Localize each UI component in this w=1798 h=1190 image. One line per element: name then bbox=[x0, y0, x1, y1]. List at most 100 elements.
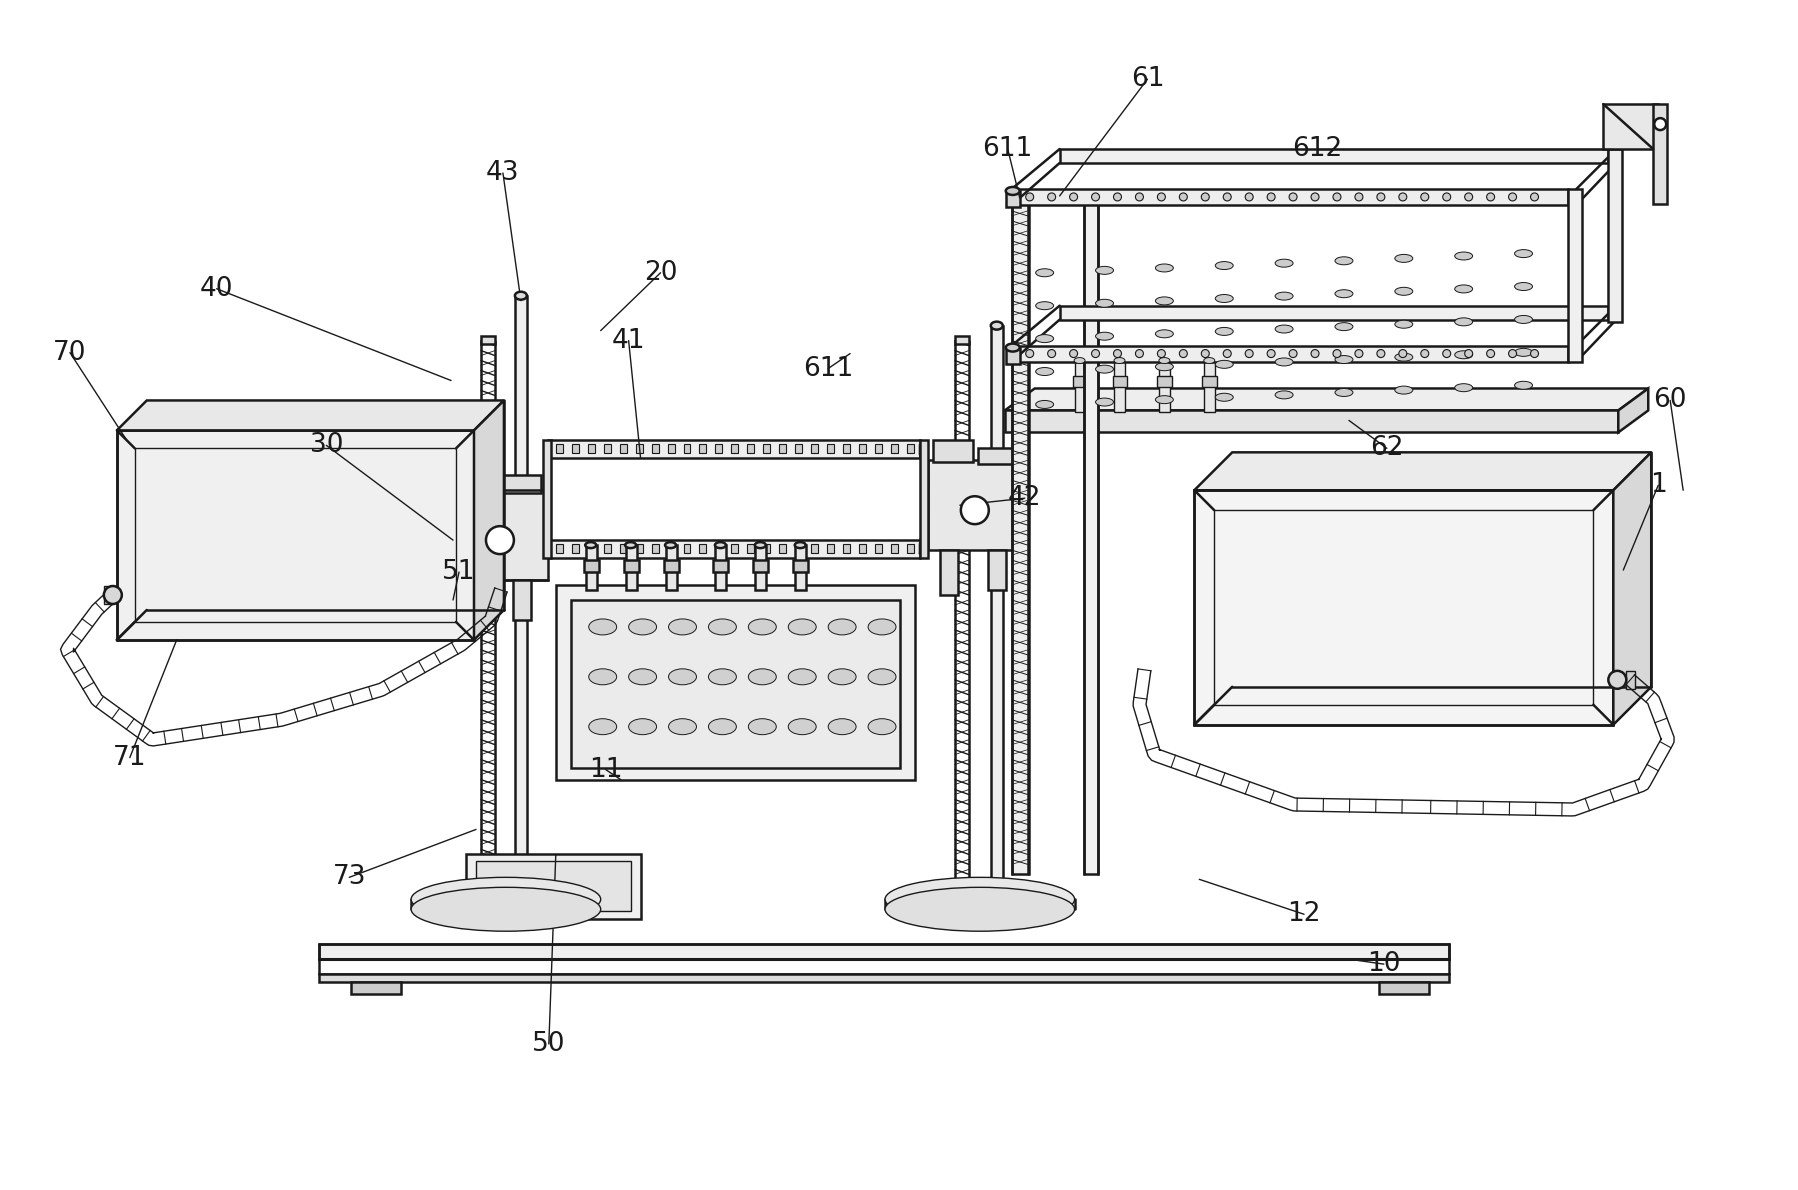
Circle shape bbox=[1399, 350, 1406, 357]
Ellipse shape bbox=[708, 669, 735, 684]
Ellipse shape bbox=[714, 543, 726, 549]
Circle shape bbox=[1266, 193, 1275, 201]
Circle shape bbox=[1375, 350, 1384, 357]
Ellipse shape bbox=[412, 877, 601, 921]
Bar bbox=[762, 444, 770, 453]
Ellipse shape bbox=[788, 619, 816, 635]
Text: 71: 71 bbox=[113, 745, 146, 771]
Ellipse shape bbox=[669, 719, 696, 734]
Bar bbox=[746, 544, 753, 553]
Bar bbox=[793, 560, 807, 572]
Text: 611: 611 bbox=[802, 356, 852, 382]
Ellipse shape bbox=[748, 719, 777, 734]
Text: 61: 61 bbox=[1129, 67, 1163, 92]
Circle shape bbox=[1311, 350, 1318, 357]
Ellipse shape bbox=[1393, 287, 1411, 295]
Bar bbox=[556, 585, 915, 779]
Ellipse shape bbox=[1154, 264, 1172, 273]
Bar bbox=[699, 544, 707, 553]
Ellipse shape bbox=[1154, 363, 1172, 371]
Ellipse shape bbox=[1393, 255, 1411, 262]
Ellipse shape bbox=[827, 669, 856, 684]
Bar bbox=[795, 545, 806, 590]
Circle shape bbox=[1156, 193, 1165, 201]
Bar bbox=[683, 444, 690, 453]
Bar bbox=[604, 544, 610, 553]
Bar bbox=[827, 544, 834, 553]
Polygon shape bbox=[1613, 452, 1651, 725]
Bar bbox=[1005, 347, 1019, 363]
Ellipse shape bbox=[1334, 289, 1352, 298]
Ellipse shape bbox=[1275, 259, 1293, 268]
Circle shape bbox=[1113, 350, 1120, 357]
Ellipse shape bbox=[868, 669, 895, 684]
Bar bbox=[1602, 105, 1658, 149]
Bar bbox=[586, 545, 597, 590]
Ellipse shape bbox=[1514, 381, 1532, 389]
Text: 42: 42 bbox=[1007, 486, 1041, 512]
Bar bbox=[604, 444, 610, 453]
Bar bbox=[667, 544, 674, 553]
Text: 41: 41 bbox=[611, 327, 645, 353]
Ellipse shape bbox=[1215, 294, 1233, 302]
Polygon shape bbox=[473, 401, 503, 640]
Bar bbox=[667, 444, 674, 453]
Ellipse shape bbox=[588, 669, 617, 684]
Polygon shape bbox=[320, 944, 1447, 959]
Bar bbox=[651, 544, 658, 553]
Circle shape bbox=[1530, 193, 1537, 201]
Ellipse shape bbox=[628, 669, 656, 684]
Text: 40: 40 bbox=[200, 276, 234, 302]
Bar bbox=[939, 550, 957, 595]
Circle shape bbox=[1354, 350, 1363, 357]
Ellipse shape bbox=[1158, 357, 1169, 363]
Ellipse shape bbox=[669, 619, 696, 635]
Bar bbox=[476, 862, 631, 912]
Circle shape bbox=[1201, 193, 1208, 201]
Circle shape bbox=[1244, 193, 1253, 201]
Circle shape bbox=[1223, 350, 1230, 357]
Bar bbox=[795, 544, 802, 553]
Circle shape bbox=[1135, 193, 1144, 201]
Text: 60: 60 bbox=[1652, 388, 1687, 413]
Ellipse shape bbox=[748, 619, 777, 635]
Bar bbox=[859, 444, 865, 453]
Bar bbox=[859, 544, 865, 553]
Bar bbox=[1072, 376, 1088, 388]
Circle shape bbox=[485, 526, 514, 555]
Circle shape bbox=[1442, 193, 1449, 201]
Text: 10: 10 bbox=[1366, 951, 1401, 977]
Ellipse shape bbox=[1036, 302, 1054, 309]
Bar bbox=[779, 544, 786, 553]
Ellipse shape bbox=[1203, 357, 1214, 363]
Bar bbox=[1652, 105, 1667, 203]
Ellipse shape bbox=[1455, 383, 1473, 392]
Bar bbox=[1010, 345, 1568, 362]
Ellipse shape bbox=[1393, 386, 1411, 394]
Ellipse shape bbox=[584, 543, 595, 549]
Bar bbox=[1158, 361, 1170, 413]
Bar bbox=[651, 444, 658, 453]
Ellipse shape bbox=[1036, 269, 1054, 277]
Ellipse shape bbox=[1036, 334, 1054, 343]
Polygon shape bbox=[1618, 388, 1647, 432]
Ellipse shape bbox=[991, 321, 1001, 330]
Ellipse shape bbox=[669, 669, 696, 684]
Bar bbox=[556, 444, 563, 453]
Ellipse shape bbox=[1215, 327, 1233, 336]
Ellipse shape bbox=[1275, 292, 1293, 300]
Bar bbox=[843, 544, 850, 553]
Ellipse shape bbox=[628, 719, 656, 734]
Polygon shape bbox=[117, 401, 503, 431]
Circle shape bbox=[1179, 193, 1187, 201]
Bar bbox=[453, 490, 548, 580]
Bar bbox=[1059, 306, 1607, 320]
Ellipse shape bbox=[868, 719, 895, 734]
Bar bbox=[919, 440, 928, 558]
Circle shape bbox=[1091, 193, 1099, 201]
Bar bbox=[955, 336, 969, 344]
Bar bbox=[1115, 361, 1126, 413]
Ellipse shape bbox=[1154, 395, 1172, 403]
Bar bbox=[978, 449, 1016, 464]
Ellipse shape bbox=[1215, 393, 1233, 401]
